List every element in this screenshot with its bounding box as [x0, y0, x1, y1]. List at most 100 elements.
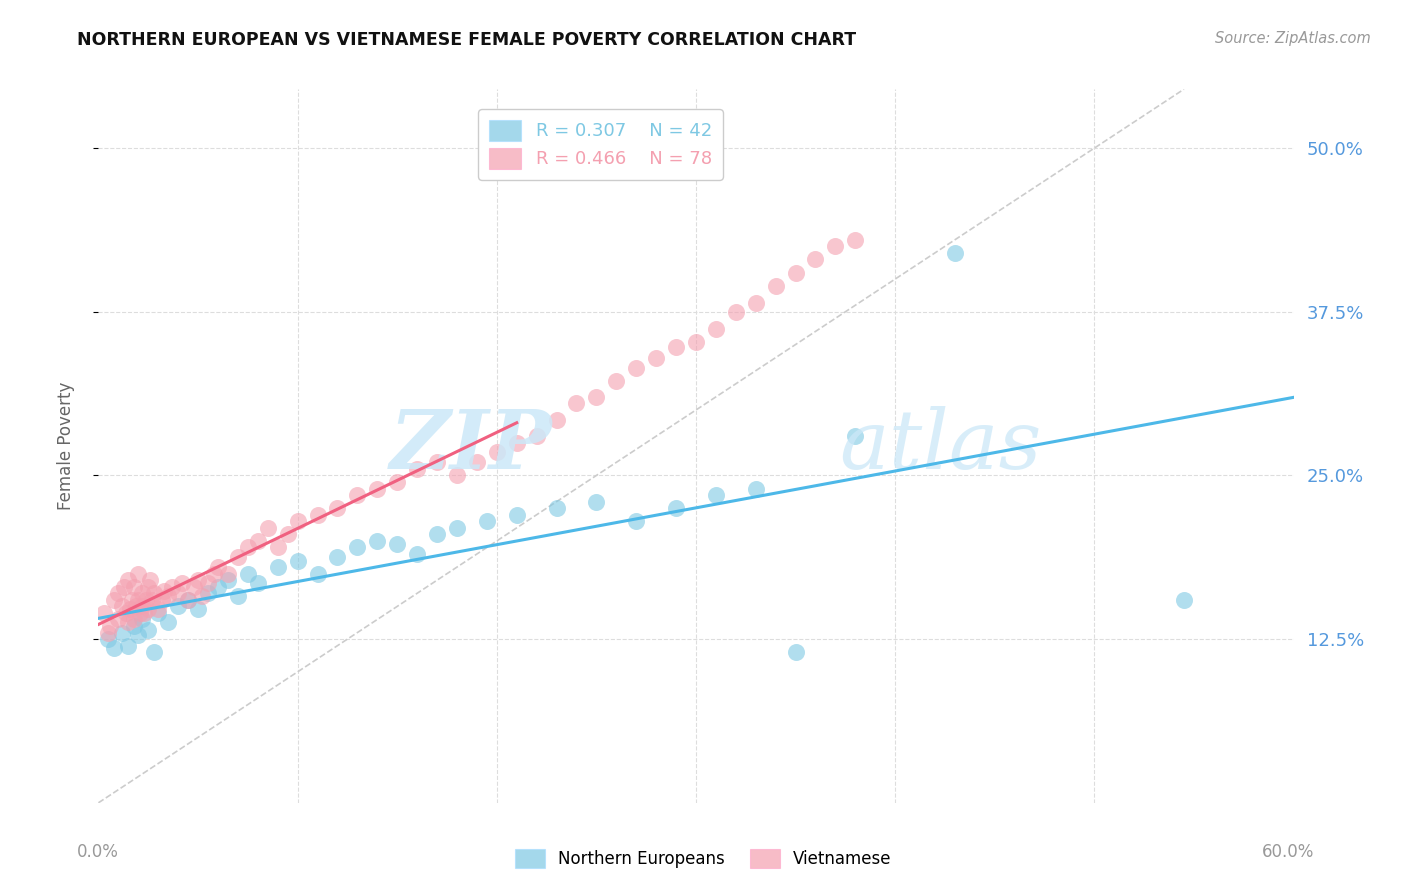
Point [406, 462, 429, 476]
Text: ZIP: ZIP [389, 406, 553, 486]
Point [366, 482, 388, 496]
Point [585, 494, 607, 508]
Point [626, 361, 648, 376]
Point [136, 602, 159, 616]
Point [150, 592, 173, 607]
Point [446, 468, 468, 483]
Point [665, 340, 688, 354]
Point [506, 508, 529, 522]
Point [187, 602, 209, 616]
Text: NORTHERN EUROPEAN VS VIETNAMESE FEMALE POVERTY CORRELATION CHART: NORTHERN EUROPEAN VS VIETNAMESE FEMALE P… [77, 31, 856, 49]
Point [226, 549, 249, 564]
Point [197, 586, 219, 600]
Point [139, 573, 162, 587]
Point [526, 429, 548, 443]
Point [107, 612, 129, 626]
Point [160, 580, 183, 594]
Point [202, 566, 225, 581]
Point [246, 575, 269, 590]
Point [157, 615, 180, 629]
Point [704, 488, 727, 502]
Point [111, 599, 134, 614]
Point [256, 521, 278, 535]
Point [187, 573, 209, 587]
Point [124, 619, 146, 633]
Point [124, 580, 146, 594]
Point [143, 645, 166, 659]
Point [217, 573, 239, 587]
Legend: R = 0.307    N = 42, R = 0.466    N = 78: R = 0.307 N = 42, R = 0.466 N = 78 [478, 109, 723, 179]
Point [287, 553, 309, 567]
Point [307, 508, 329, 522]
Point [546, 501, 568, 516]
Point [426, 455, 449, 469]
Point [565, 396, 588, 410]
Point [127, 592, 149, 607]
Point [287, 514, 309, 528]
Point [103, 592, 125, 607]
Point [844, 233, 866, 247]
Point [136, 623, 159, 637]
Point [97, 625, 120, 640]
Point [93, 606, 115, 620]
Text: 0.0%: 0.0% [77, 843, 120, 861]
Point [307, 566, 329, 581]
Point [136, 580, 159, 594]
Point [111, 625, 134, 640]
Point [943, 245, 966, 260]
Point [148, 606, 170, 620]
Point [785, 645, 807, 659]
Point [704, 322, 727, 336]
Point [124, 612, 146, 626]
Point [141, 592, 163, 607]
Point [485, 445, 508, 459]
Point [326, 549, 349, 564]
Point [346, 488, 368, 502]
Text: atlas: atlas [839, 406, 1042, 486]
Point [446, 521, 468, 535]
Point [804, 252, 827, 267]
Point [366, 533, 388, 548]
Point [385, 536, 409, 550]
Point [475, 514, 498, 528]
Point [246, 533, 269, 548]
Point [167, 599, 190, 614]
Point [129, 606, 152, 620]
Point [207, 560, 229, 574]
Point [207, 580, 229, 594]
Point [183, 580, 205, 594]
Point [267, 541, 290, 555]
Point [465, 455, 488, 469]
Point [626, 514, 648, 528]
Point [131, 586, 153, 600]
Point [236, 541, 259, 555]
Point [217, 566, 239, 581]
Point [724, 305, 747, 319]
Point [426, 527, 449, 541]
Point [346, 541, 368, 555]
Point [197, 575, 219, 590]
Point [824, 239, 846, 253]
Point [117, 615, 139, 629]
Point [406, 547, 429, 561]
Point [1173, 592, 1195, 607]
Point [120, 602, 142, 616]
Point [97, 632, 120, 647]
Point [153, 583, 176, 598]
Point [117, 573, 139, 587]
Y-axis label: Female Poverty: Female Poverty [56, 382, 75, 510]
Point [765, 278, 787, 293]
Point [167, 586, 190, 600]
Point [121, 592, 143, 607]
Point [506, 435, 529, 450]
Point [745, 482, 768, 496]
Point [844, 429, 866, 443]
Point [745, 295, 768, 310]
Point [117, 639, 139, 653]
Point [131, 612, 153, 626]
Point [148, 602, 170, 616]
Point [226, 589, 249, 603]
Point [665, 501, 688, 516]
Point [172, 575, 194, 590]
Point [125, 599, 148, 614]
